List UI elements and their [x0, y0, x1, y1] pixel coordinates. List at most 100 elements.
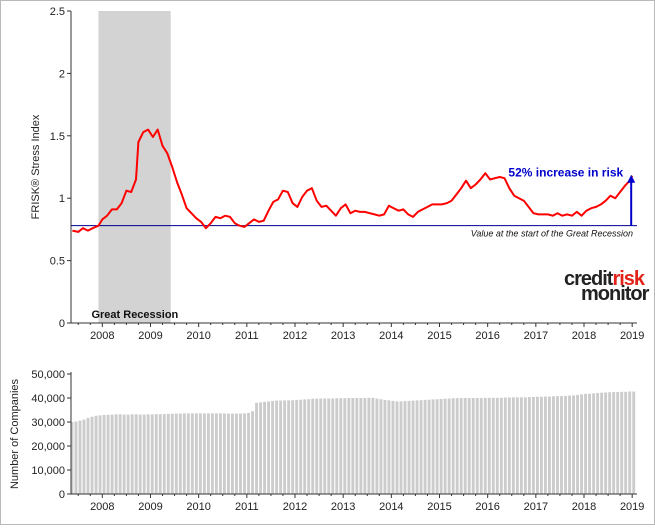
logo-line-1: creditrisk	[564, 268, 646, 290]
company-count-bar	[307, 399, 311, 494]
company-count-bar	[564, 395, 567, 494]
company-count-bar	[331, 398, 335, 494]
y-tick-label: 1.5	[50, 131, 65, 143]
company-count-bar	[363, 398, 367, 494]
company-count-bar	[539, 396, 543, 494]
x-tick-label: 2013	[331, 501, 355, 513]
x-tick-label: 2009	[138, 330, 162, 342]
company-count-bar	[182, 413, 186, 494]
company-count-bar	[106, 414, 110, 494]
company-count-bar	[451, 398, 455, 494]
company-count-bar	[214, 413, 218, 494]
company-count-bar	[235, 413, 238, 494]
x-tick-label: 2019	[620, 330, 644, 342]
y-tick-label: 10,000	[31, 465, 65, 477]
company-count-bar	[275, 400, 279, 494]
company-count-bar	[355, 398, 359, 494]
x-tick-label: 2014	[379, 501, 403, 513]
company-count-bar	[70, 422, 74, 494]
x-tick-label: 2015	[427, 330, 451, 342]
company-count-bar	[303, 399, 307, 494]
company-count-bar	[411, 400, 415, 494]
x-tick-label: 2018	[572, 501, 596, 513]
increase-annotation: 52% increase in risk	[508, 166, 623, 180]
company-count-bar	[415, 400, 419, 494]
company-count-bar	[170, 413, 174, 494]
company-count-bar	[231, 413, 234, 494]
company-count-bar	[351, 398, 355, 494]
company-count-bar	[223, 413, 226, 494]
company-count-bar	[190, 413, 194, 494]
company-count-bar	[82, 419, 86, 494]
company-count-bar	[548, 396, 551, 494]
company-count-bar	[628, 391, 632, 494]
company-count-bar	[507, 397, 511, 494]
company-count-bar	[227, 413, 230, 494]
company-count-bar	[299, 399, 303, 494]
company-count-bar	[74, 421, 78, 494]
company-count-bar	[367, 397, 371, 494]
company-count-bar	[343, 398, 347, 494]
company-count-bar	[271, 400, 275, 494]
company-count-bar	[267, 401, 271, 494]
x-tick-label: 2015	[427, 501, 451, 513]
y-tick-label: 2.5	[50, 6, 65, 18]
x-tick-label: 2016	[475, 501, 499, 513]
company-count-bar	[186, 413, 190, 494]
company-count-bar	[110, 414, 114, 494]
company-count-bar	[178, 413, 182, 494]
company-count-bar	[604, 392, 608, 494]
company-count-bar	[519, 397, 523, 494]
company-count-bar	[576, 394, 579, 494]
x-tick-label: 2008	[90, 330, 114, 342]
company-count-bar	[295, 399, 299, 494]
company-count-bar	[194, 413, 198, 494]
company-count-bar	[568, 395, 571, 494]
x-tick-label: 2010	[186, 330, 210, 342]
company-count-bar	[323, 398, 327, 494]
company-count-bar	[202, 413, 206, 494]
company-count-bar	[243, 413, 246, 494]
company-count-bar	[279, 400, 283, 494]
company-count-bar	[291, 400, 295, 494]
company-count-bar	[588, 393, 592, 494]
company-count-bar	[102, 415, 106, 494]
company-count-bar	[98, 415, 102, 494]
x-tick-label: 2019	[620, 501, 644, 513]
company-count-bar	[315, 398, 319, 494]
company-count-bar	[491, 397, 495, 494]
company-count-bar	[239, 413, 242, 494]
company-count-bar	[523, 397, 527, 494]
company-count-bar	[535, 396, 539, 494]
company-count-bar	[166, 413, 170, 494]
y-tick-label: 0	[59, 318, 65, 330]
company-count-bar	[600, 392, 604, 494]
company-count-bar	[632, 391, 636, 494]
stress-index-axes: 0 0.5 1 1.5 2 2.5 2008 2009 2010 2011 2012 2013 2014…	[50, 6, 645, 342]
company-count-bar	[383, 399, 387, 494]
company-count-bar	[527, 397, 531, 494]
reference-line-label: Value at the start of the Great Recessio…	[471, 229, 633, 239]
company-count-bar	[114, 414, 118, 494]
company-count-bar	[130, 414, 134, 494]
company-count-bar	[463, 398, 467, 494]
company-count-bar	[620, 391, 624, 494]
company-count-bar	[206, 413, 210, 494]
company-count-bar	[487, 397, 491, 494]
company-count-bar	[86, 417, 90, 494]
company-count-bar	[359, 398, 363, 494]
company-count-bar	[391, 400, 395, 494]
y-tick-label: 20,000	[31, 441, 65, 453]
x-tick-label: 2010	[186, 501, 210, 513]
company-count-bar	[483, 397, 487, 494]
company-count-bar	[580, 394, 584, 494]
stress-index-line	[72, 128, 634, 233]
company-count-bar	[427, 399, 431, 494]
company-count-axes: 0 10,000 20,000 30,000 40,000 50,000 2008 2009 2…	[31, 369, 644, 513]
x-tick-label: 2017	[524, 501, 548, 513]
company-count-bar	[467, 398, 471, 494]
company-count-bar	[339, 398, 343, 494]
company-count-bar	[572, 395, 575, 494]
y-tick-label: 40,000	[31, 393, 65, 405]
